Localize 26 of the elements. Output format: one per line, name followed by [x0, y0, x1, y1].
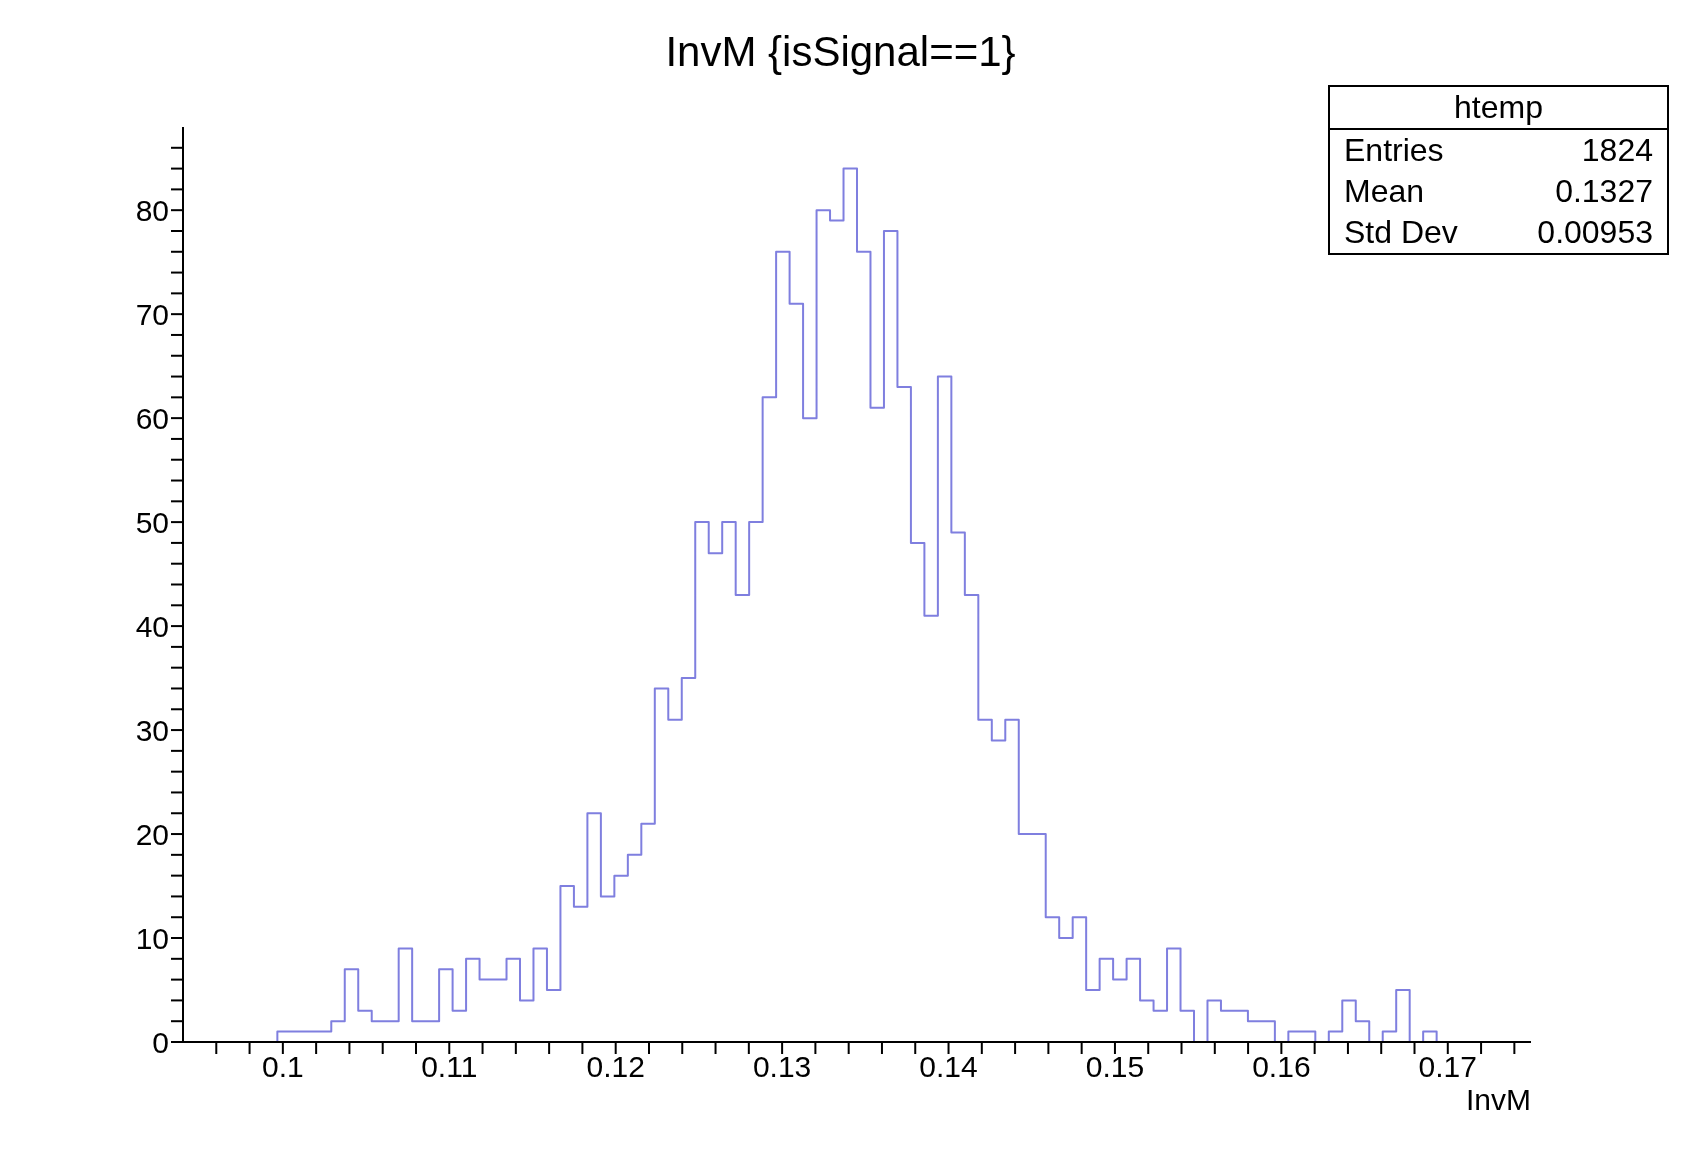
annotation: Std Dev	[1344, 214, 1458, 251]
text: 0.1327	[1555, 173, 1653, 210]
y-tick-label: 60	[135, 401, 169, 435]
x-tick-label: 0.11	[421, 1050, 478, 1084]
text: htemp	[1330, 87, 1667, 130]
y-tick-label: 30	[135, 713, 169, 747]
text: 1824	[1581, 132, 1653, 169]
annotation: Mean	[1344, 173, 1425, 210]
x-tick-label: 0.14	[919, 1050, 978, 1084]
y-tick-label: 80	[135, 193, 169, 227]
y-tick-label: 0	[152, 1025, 169, 1059]
y-tick-label: 20	[135, 817, 169, 851]
x-tick-label: 0.12	[586, 1050, 645, 1084]
x-tick-label: 0.13	[752, 1050, 812, 1084]
x-tick-label: 0.1	[261, 1050, 304, 1084]
x-tick-label: 0.16	[1252, 1050, 1311, 1084]
annotation: Entries	[1344, 132, 1444, 169]
chart-title: InvM {isSignal==1}	[664, 28, 1017, 76]
x-tick-label: 0.15	[1085, 1050, 1145, 1084]
y-tick-label: 50	[135, 505, 169, 539]
y-tick-label: 70	[135, 297, 169, 331]
y-tick-label: 10	[135, 921, 169, 955]
text: 0.00953	[1537, 214, 1653, 251]
y-tick-label: 40	[135, 609, 169, 643]
x-tick-label: 0.17	[1418, 1050, 1477, 1084]
x-axis-title: InvM	[1465, 1083, 1531, 1117]
